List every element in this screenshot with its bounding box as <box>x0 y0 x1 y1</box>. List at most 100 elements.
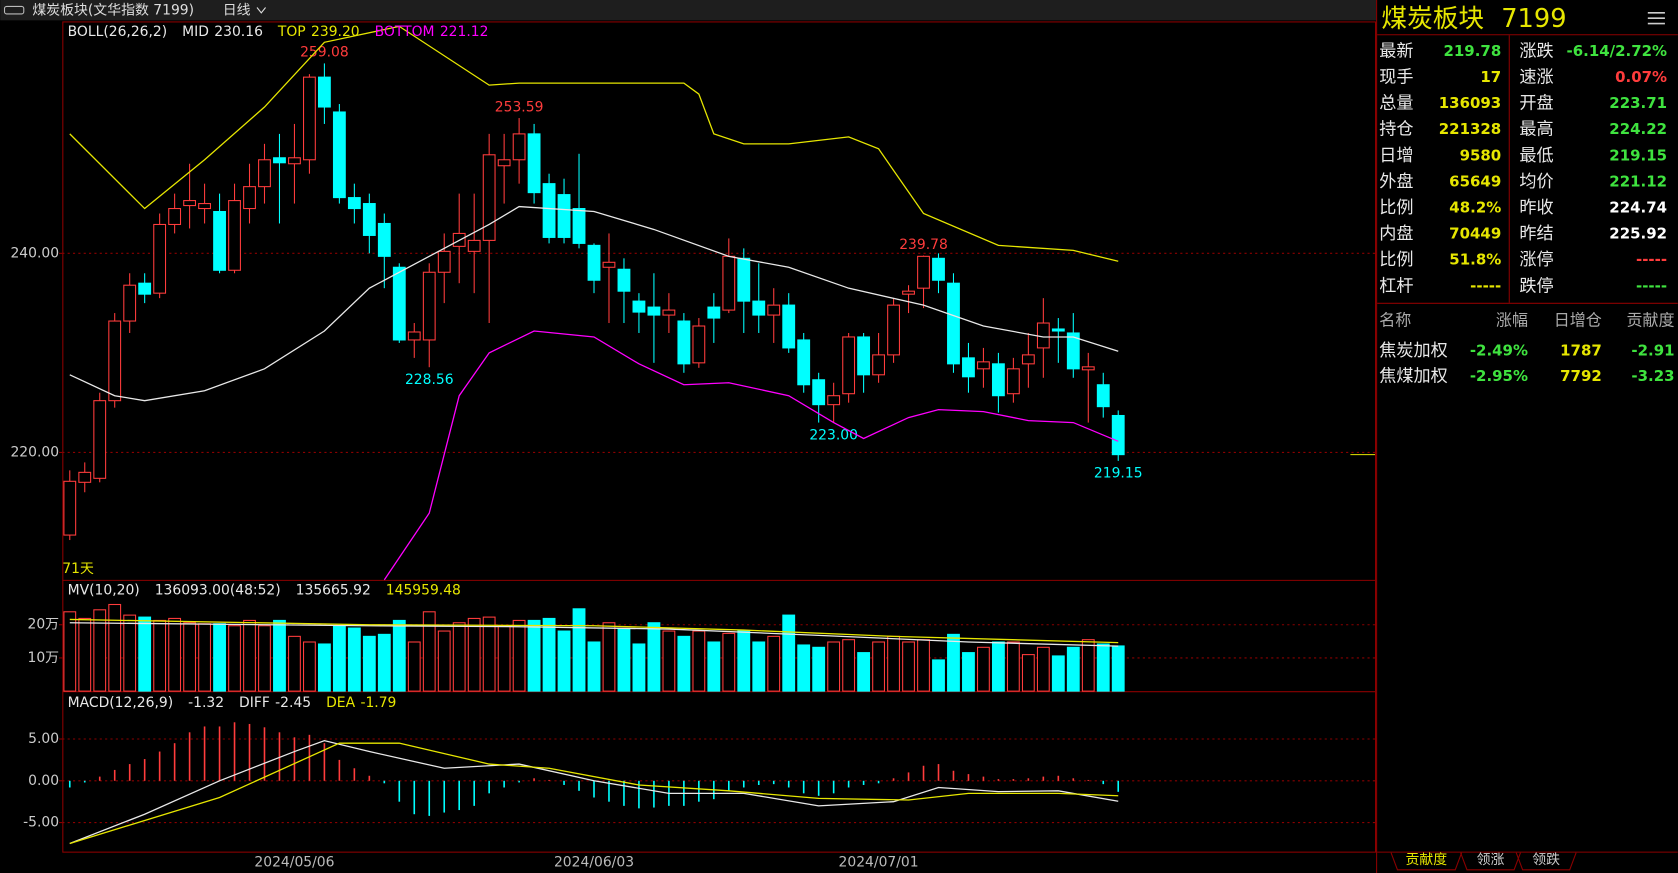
header-item: 135665.92 <box>296 583 371 599</box>
table-cell: 焦炭加权 <box>1379 341 1447 361</box>
tab-shape[interactable] <box>1460 852 1521 871</box>
period-selector[interactable]: 日线 <box>223 3 251 19</box>
candle-body <box>1051 328 1065 332</box>
volume-bar <box>647 622 661 692</box>
volume-bar <box>377 633 391 692</box>
tab-shape[interactable] <box>1390 852 1463 871</box>
candle-body <box>1111 414 1125 456</box>
header-item: 136093.00(48:52) <box>155 583 281 599</box>
header-item: -2.45 <box>275 695 311 711</box>
candle-body <box>977 361 990 370</box>
volume-bar <box>288 635 301 692</box>
header-item: 230.16 <box>214 24 263 40</box>
x-tick-label: 2024/07/01 <box>839 854 919 870</box>
quote-label: 日增 <box>1379 146 1413 166</box>
quote-label: 昨收 <box>1519 198 1553 218</box>
candle-body <box>737 257 751 302</box>
header-item: -1.79 <box>360 695 396 711</box>
tab[interactable]: 领涨 <box>1477 852 1505 868</box>
volume-bar <box>303 641 316 692</box>
tab[interactable]: 贡献度 <box>1406 852 1448 868</box>
volume-bar <box>962 652 975 692</box>
volume-bar <box>1111 645 1125 692</box>
candle-body <box>362 203 376 236</box>
volume-bar <box>183 622 197 692</box>
candle-body <box>557 194 571 238</box>
volume-bar <box>452 622 466 692</box>
candle-body <box>857 336 871 376</box>
price-annotation: 223.00 <box>809 427 858 443</box>
quote-value: 224.74 <box>1609 198 1667 216</box>
x-tick-label: 2024/05/06 <box>254 854 334 870</box>
candle-body <box>722 255 736 311</box>
quote-label: 最低 <box>1519 146 1553 166</box>
candle-body <box>812 379 826 406</box>
volume-bar <box>1096 643 1110 692</box>
candle-body <box>991 363 1005 397</box>
menu-icon[interactable] <box>1647 12 1665 25</box>
candle-body <box>63 480 77 536</box>
volume-bar <box>317 643 331 692</box>
candle-body <box>632 300 646 313</box>
volume-bar <box>63 611 77 692</box>
volume-bar <box>1006 641 1020 692</box>
candle-body <box>332 111 346 199</box>
volume-bar <box>273 619 286 692</box>
quote-value: 65649 <box>1449 172 1501 190</box>
header-item: DIFF <box>239 695 270 711</box>
candle-body <box>467 239 481 252</box>
quote-value: 221328 <box>1439 120 1502 138</box>
volume-bar <box>1051 655 1065 692</box>
quote-label: 最新 <box>1379 41 1413 61</box>
quote-value: 224.22 <box>1609 120 1667 138</box>
y-tick-label: 20万 <box>27 617 59 633</box>
quote-value: 219.78 <box>1443 42 1501 60</box>
side-panel: 煤炭板块 7199 最新 219.78 现手 17 总量 136093 持仓 221328 日增 95… <box>1379 4 1675 871</box>
quote-label: 涨跌 <box>1519 41 1553 61</box>
volume-bar <box>827 641 841 692</box>
table-cell: -2.95% <box>1470 367 1528 385</box>
y-tick-label: 5.00 <box>28 731 59 747</box>
candle-body <box>78 471 92 483</box>
volume-bar <box>1066 646 1080 692</box>
candle-body <box>932 257 945 281</box>
tab[interactable]: 领跌 <box>1532 852 1560 868</box>
candle-body <box>392 266 406 341</box>
quote-label: 比例 <box>1379 250 1413 270</box>
volume-bar <box>527 619 541 692</box>
header-item: MACD(12,26,9) <box>68 695 173 711</box>
tab-shape[interactable] <box>1515 852 1577 871</box>
volume-bar <box>572 608 586 692</box>
volume-bar <box>542 617 556 692</box>
quote-value: 223.71 <box>1609 94 1667 112</box>
candle-body <box>1066 332 1080 370</box>
volume-bar <box>512 619 526 692</box>
candle-body <box>258 159 271 188</box>
candle-body <box>1096 384 1110 408</box>
candle-body <box>377 222 391 257</box>
quote-label: 速涨 <box>1519 67 1553 87</box>
quote-label: 现手 <box>1379 67 1413 87</box>
header-item: 221.12 <box>440 24 489 40</box>
candle-body <box>842 336 856 395</box>
candle-body <box>437 250 451 273</box>
title-bar <box>0 0 1377 21</box>
y-tick-label: 10万 <box>27 650 59 666</box>
volume-bar <box>467 617 481 692</box>
volume-bar <box>153 619 167 692</box>
quote-value: 9580 <box>1460 146 1502 164</box>
quote-value: 225.92 <box>1609 225 1667 243</box>
quote-value: 48.2% <box>1449 198 1501 216</box>
candle-body <box>527 133 541 194</box>
volume-bar <box>902 641 915 692</box>
volume-bar <box>812 646 826 692</box>
candle-body <box>303 76 316 161</box>
quote-value: 0.07% <box>1615 68 1667 86</box>
indicator-line <box>69 618 1119 644</box>
volume-bar <box>347 627 361 692</box>
indicator-line <box>69 742 1119 845</box>
quote-label: 比例 <box>1379 198 1413 218</box>
volume-bar <box>1036 646 1050 692</box>
volume-bar <box>782 614 796 692</box>
price-annotation: 239.78 <box>899 237 948 253</box>
